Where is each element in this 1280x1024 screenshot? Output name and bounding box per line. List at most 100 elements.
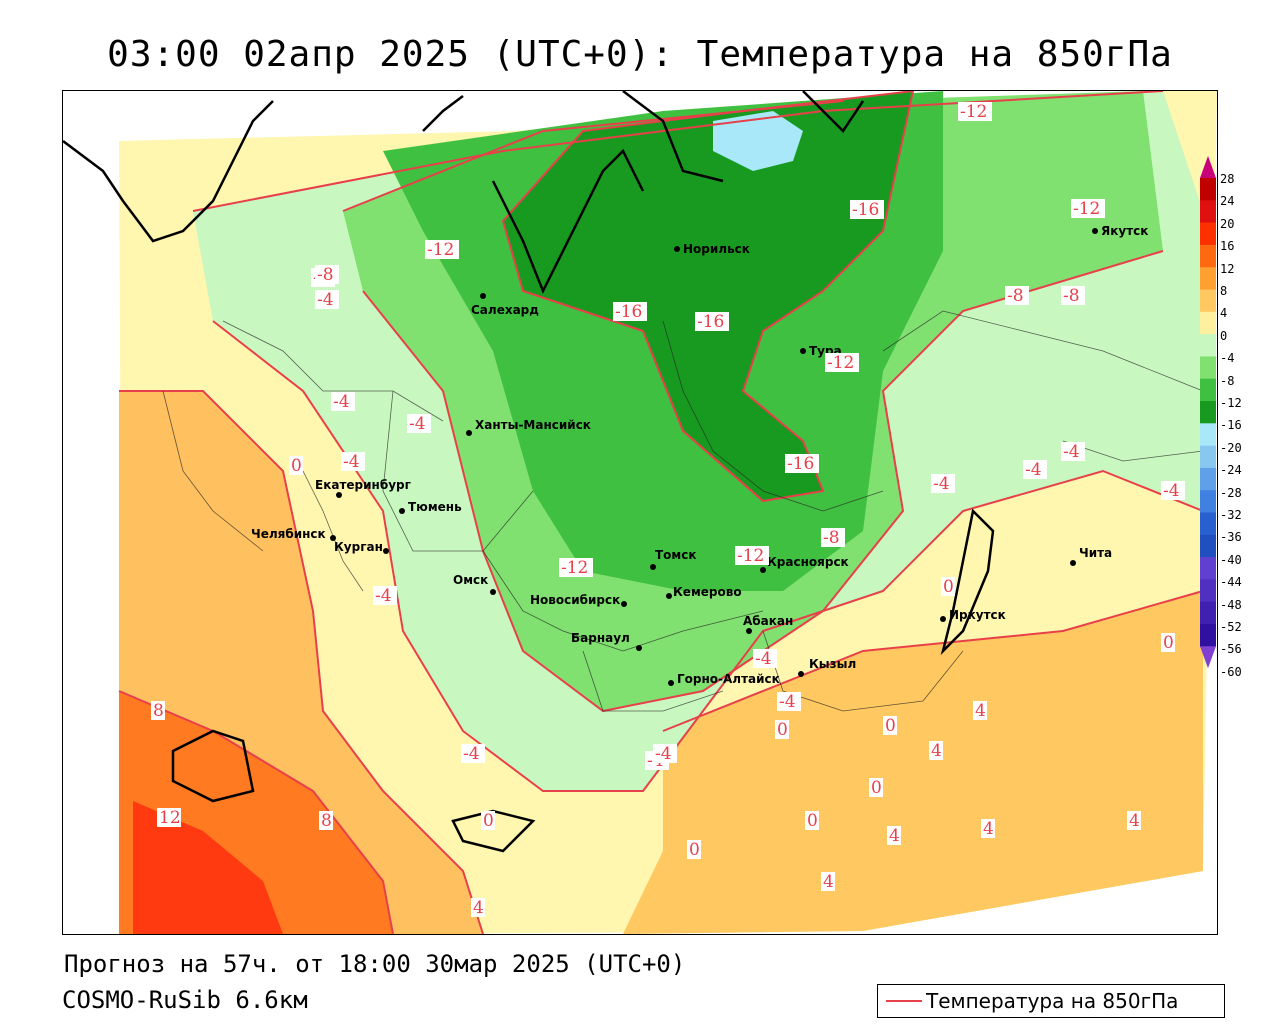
colorbar-swatch: [1200, 512, 1216, 536]
city-marker: [760, 567, 766, 573]
isotherm-label-bg: [958, 102, 992, 121]
isotherm-label: 4: [931, 741, 942, 761]
isotherm-label-bg: [785, 454, 819, 473]
colorbar-swatch: [1200, 401, 1216, 424]
city-marker: [1070, 560, 1076, 566]
colorbar-top-arrow: [1200, 156, 1216, 178]
isotherm-label-bg: [461, 744, 485, 763]
colorbar-tick-label: -52: [1220, 620, 1242, 634]
city-label: Томск: [655, 548, 697, 562]
colorbar-swatch: [1200, 579, 1216, 603]
isotherm-label-bg: [315, 265, 339, 284]
colorbar-tick-label: 24: [1220, 194, 1235, 209]
isotherm-label: -12: [427, 240, 454, 260]
colorbar-swatch: [1200, 289, 1216, 313]
isotherm-label: -12: [737, 546, 764, 566]
colorbar-swatch: [1200, 534, 1216, 558]
isotherm-label: 0: [483, 811, 494, 831]
colorbar-tick-label: -36: [1220, 530, 1242, 545]
isotherm-label-bg: [471, 898, 485, 917]
cold-zone-20: [713, 111, 803, 171]
isotherm-label-bg: [821, 528, 845, 547]
isotherm-label: 0: [1163, 633, 1174, 653]
city-label: Иркутск: [949, 608, 1006, 622]
city-marker: [668, 680, 674, 686]
isotherm-label: -12: [1073, 199, 1100, 219]
colorbar-tick-label: -48: [1220, 597, 1242, 612]
isotherm-label: -16: [615, 302, 642, 322]
isotherm-label: 4: [983, 819, 994, 839]
isotherm-label-bg: [1061, 442, 1085, 461]
warm-zone-se: [623, 591, 1203, 934]
city-label: Челябинск: [251, 527, 326, 541]
isotherm-label-bg: [805, 811, 819, 830]
isotherm-label: 4: [473, 898, 484, 918]
city-label: Ханты-Мансийск: [475, 418, 591, 432]
city-marker: [466, 430, 472, 436]
isotherm-label: 0: [885, 716, 896, 736]
isotherm-label: -4: [375, 586, 392, 606]
colorbar-tick-label: 28: [1220, 172, 1235, 186]
isotherm-label: 0: [291, 456, 302, 476]
city-marker: [636, 645, 642, 651]
isotherm-label-bg: [315, 290, 339, 309]
isotherm-label-bg: [373, 586, 397, 605]
legend: Температура на 850гПа: [877, 984, 1225, 1018]
city-label: Екатеринбург: [315, 478, 411, 492]
model-name: COSMO-RuSib 6.6км: [62, 986, 308, 1014]
isotherm-label-layer: -12 -16 -12 -8 -12 -8 -8 -4 -16 -16 -12 -8 -4 -4 -4 0 -1…: [151, 102, 1185, 918]
isotherm-label-bg: [653, 744, 677, 763]
city-marker: [621, 601, 627, 607]
isotherm-label-bg: [1127, 811, 1141, 830]
forecast-info: Прогноз на 57ч. от 18:00 30мар 2025 (UTC…: [64, 950, 686, 978]
isotherm-label-bg: [753, 649, 777, 668]
colorbar-tick-label: 4: [1220, 306, 1228, 321]
city-marker: [650, 564, 656, 570]
isotherm-label: -4: [933, 474, 950, 494]
city-label: Якутск: [1101, 224, 1148, 238]
isotherm-label-bg: [821, 872, 835, 891]
isotherm-label: -16: [787, 454, 814, 474]
isotherm-label: -4: [333, 392, 350, 412]
colorbar-tick-label: 16: [1220, 239, 1235, 254]
isotherm-label-bg: [981, 819, 995, 838]
colorbar-swatch: [1200, 624, 1216, 647]
isotherm-label-bg: [777, 692, 801, 711]
isotherm-label-bg: [1161, 633, 1175, 652]
colorbar-bottom-arrow: [1200, 646, 1216, 669]
isotherm-label-bg: [289, 456, 303, 475]
city-marker: [798, 671, 804, 677]
city-label: Тюмень: [408, 500, 462, 514]
isotherm-label: -8: [823, 528, 840, 548]
city-label: Курган: [334, 540, 383, 554]
isotherm-label: -4: [409, 414, 426, 434]
city-marker: [1092, 228, 1098, 234]
isotherm-label-bg: [157, 808, 181, 827]
isotherm-label: -16: [697, 312, 724, 332]
colorbar-swatch: [1200, 378, 1216, 402]
isotherm-label: 8: [321, 811, 332, 831]
isotherm-label-bg: [425, 240, 459, 259]
isotherm-label-bg: [407, 414, 431, 433]
city-marker: [666, 593, 672, 599]
city-label: Чита: [1079, 546, 1112, 560]
colorbar-tick-label: -44: [1220, 575, 1242, 590]
city-label: Кызыл: [809, 657, 856, 671]
city-label: Кемерово: [673, 585, 742, 599]
city-label: Барнаул: [571, 631, 630, 645]
isotherm-label-bg: [1071, 199, 1105, 218]
city-marker: [336, 492, 342, 498]
isotherm-label: -4: [463, 744, 480, 764]
legend-line-swatch: [886, 1000, 922, 1002]
isotherm-label: 0: [871, 778, 882, 798]
isotherm-label-bg: [319, 811, 333, 830]
colorbar-swatch: [1200, 467, 1216, 491]
colorbar-swatch: [1200, 311, 1216, 335]
isotherm-label: -4: [779, 692, 796, 712]
isotherm-label-bg: [973, 701, 987, 720]
isotherm-label: 0: [689, 840, 700, 860]
colorbar-tick-label: -28: [1220, 485, 1242, 500]
temperature-map[interactable]: Норильск Салехард Тура Якутск Ханты-Мансийск…: [62, 90, 1218, 935]
isotherm-label: 12: [159, 808, 181, 828]
isotherm-label: -8: [1007, 286, 1024, 306]
